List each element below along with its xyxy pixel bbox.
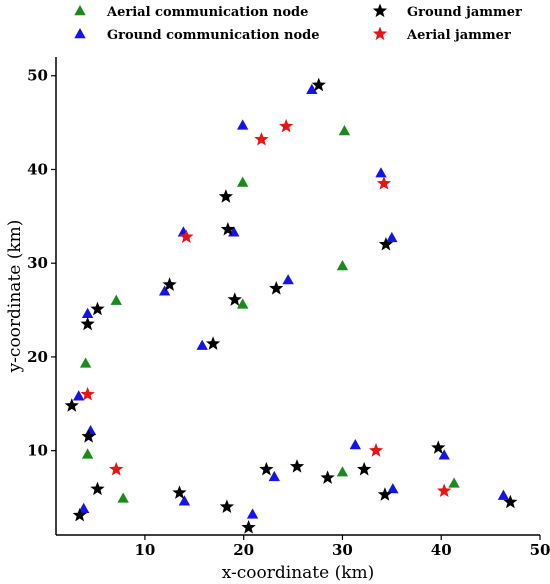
legend-label: Ground communication node xyxy=(107,28,320,43)
data-point xyxy=(172,485,187,499)
data-point xyxy=(236,176,249,187)
legend: Aerial communication node Ground communic… xyxy=(74,3,522,43)
data-point xyxy=(279,118,294,133)
data-point xyxy=(437,483,452,498)
data-point xyxy=(84,424,97,436)
data-point xyxy=(72,507,87,522)
data-point xyxy=(377,487,393,501)
legend-item: Aerial jammer xyxy=(372,26,511,43)
data-point xyxy=(205,336,221,350)
data-point xyxy=(110,294,122,305)
data-point xyxy=(220,221,235,236)
data-point xyxy=(269,281,284,295)
data-point xyxy=(259,461,274,476)
data-point xyxy=(81,307,94,319)
data-point xyxy=(117,492,129,503)
legend-item: Aerial communication node xyxy=(74,5,308,20)
data-points xyxy=(64,77,518,534)
data-point xyxy=(320,470,335,484)
legend-label: Aerial jammer xyxy=(406,28,511,43)
data-point xyxy=(73,390,85,401)
data-point xyxy=(179,229,194,244)
legend-item: Ground communication node xyxy=(74,28,320,43)
data-point xyxy=(311,77,326,92)
data-point xyxy=(282,274,294,285)
data-point xyxy=(178,495,191,506)
legend-marker xyxy=(74,5,86,16)
x-tick-label: 10 xyxy=(134,541,155,559)
y-tick-label: 40 xyxy=(27,160,48,178)
legend-label: Aerial communication node xyxy=(106,5,308,20)
data-point xyxy=(338,125,351,136)
data-point xyxy=(79,357,92,368)
data-point xyxy=(375,167,387,178)
data-point xyxy=(81,429,96,443)
legend-marker xyxy=(372,3,388,18)
data-point xyxy=(158,285,171,296)
x-tick-label: 50 xyxy=(530,541,550,559)
series-ground-jammer xyxy=(64,77,518,534)
data-point xyxy=(236,119,249,130)
data-point xyxy=(90,301,105,316)
x-tick-label: 20 xyxy=(233,541,254,559)
axes xyxy=(55,57,540,536)
data-point xyxy=(241,520,256,534)
data-point xyxy=(254,131,269,146)
data-point xyxy=(236,298,249,309)
series-ground-communication-node xyxy=(73,83,510,519)
y-tick-label: 50 xyxy=(27,67,48,85)
data-point xyxy=(503,494,518,509)
x-tick-label: 30 xyxy=(332,541,353,559)
y-axis-title: y-coordinate (km) xyxy=(5,220,25,374)
data-point xyxy=(196,339,208,350)
data-point xyxy=(162,277,177,291)
legend-marker xyxy=(372,26,388,41)
data-point xyxy=(349,439,361,450)
y-tick-label: 20 xyxy=(27,348,48,366)
legend-marker xyxy=(74,28,86,39)
series-aerial-communication-node xyxy=(79,125,460,503)
data-point xyxy=(81,448,94,459)
ticks: 10 20 30 40 50 10 20 30 40 50 xyxy=(27,67,550,559)
data-point xyxy=(306,83,318,95)
x-axis-title: x-coordinate (km) xyxy=(222,563,375,583)
series-aerial-jammer xyxy=(80,118,452,498)
data-point xyxy=(336,260,349,271)
data-point xyxy=(386,231,398,243)
data-point xyxy=(246,508,259,519)
y-tick-label: 30 xyxy=(27,254,48,272)
data-point xyxy=(77,502,90,513)
data-point xyxy=(387,483,399,494)
data-point xyxy=(109,461,124,476)
data-point xyxy=(219,499,235,513)
data-point xyxy=(336,466,349,477)
data-point xyxy=(378,236,394,251)
legend-label: Ground jammer xyxy=(407,5,522,20)
data-point xyxy=(289,459,305,473)
x-tick-label: 40 xyxy=(431,541,452,559)
data-point xyxy=(227,292,242,306)
data-point xyxy=(268,470,280,482)
data-point xyxy=(357,461,372,476)
y-tick-label: 10 xyxy=(27,442,48,460)
data-point xyxy=(431,440,446,454)
data-point xyxy=(218,189,234,203)
data-point xyxy=(448,477,460,488)
data-point xyxy=(368,443,384,457)
data-point xyxy=(64,398,79,412)
data-point xyxy=(376,176,392,190)
data-point xyxy=(90,481,105,496)
data-point xyxy=(497,489,510,500)
legend-item: Ground jammer xyxy=(372,3,522,20)
data-point xyxy=(438,449,450,460)
data-point xyxy=(80,386,95,401)
data-point xyxy=(80,316,95,331)
